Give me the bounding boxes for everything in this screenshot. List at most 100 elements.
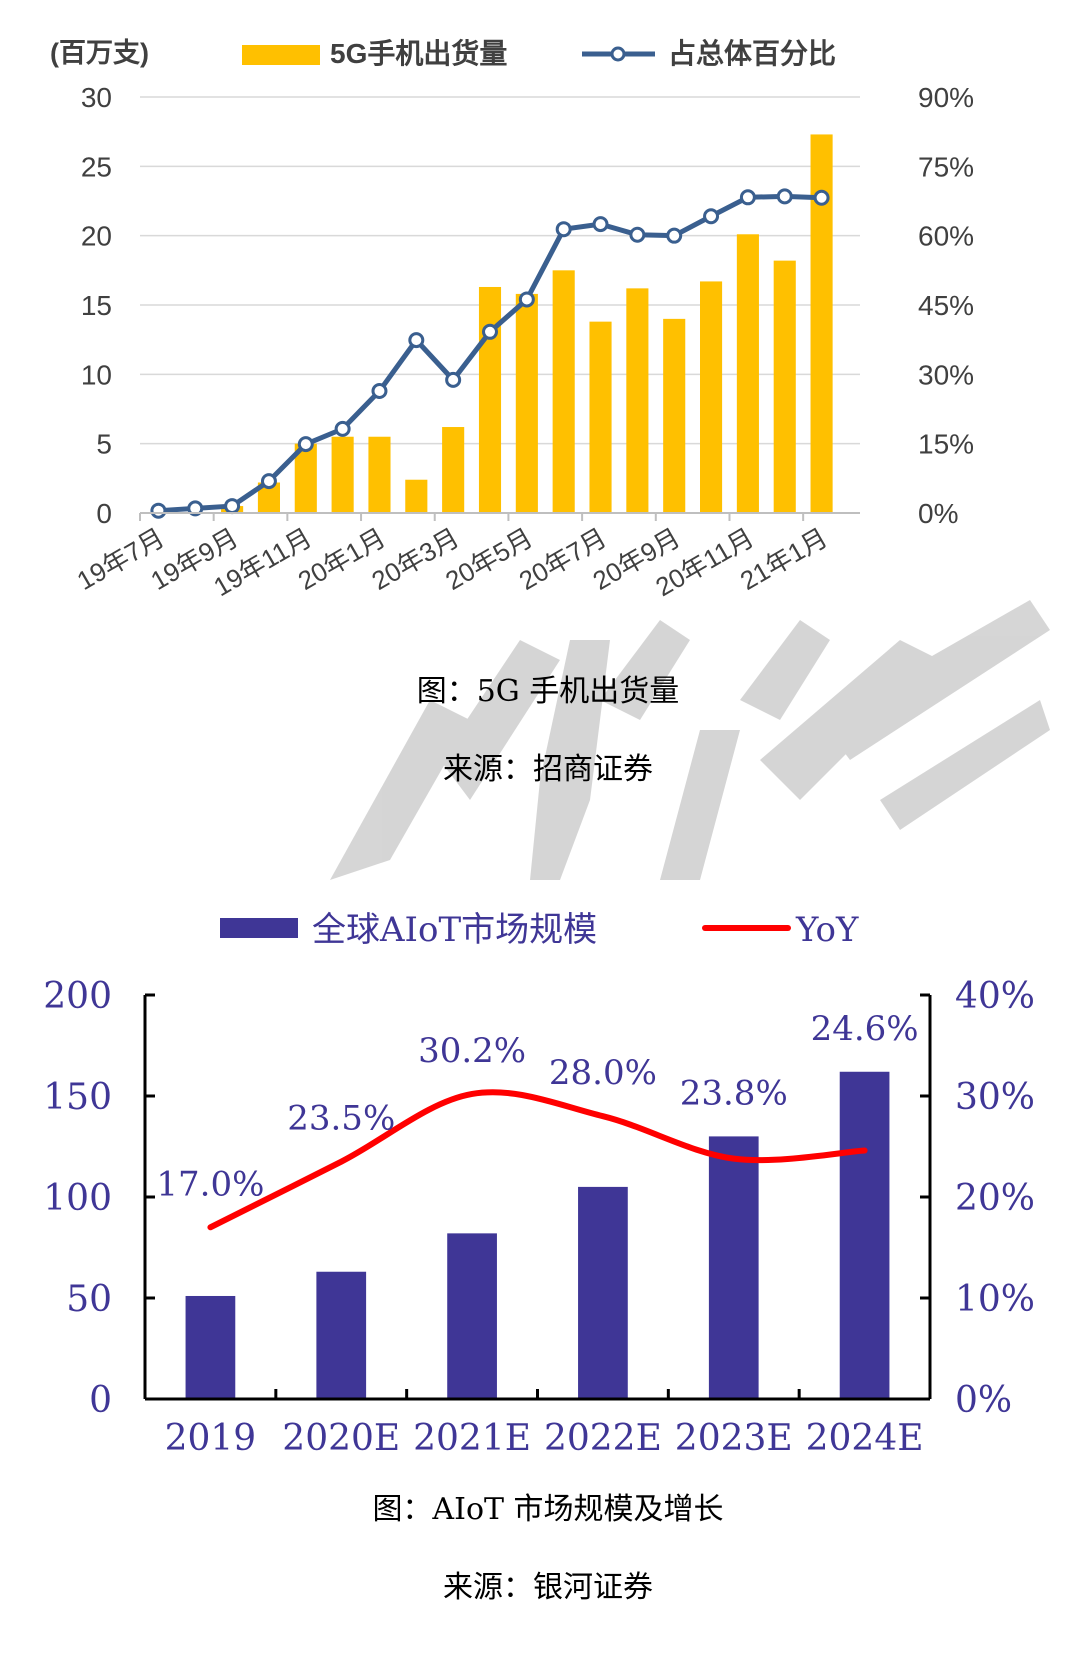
chart2-y2-tick-label: 20% [955, 1178, 1035, 1219]
chart2-bar [316, 1271, 367, 1399]
chart1-bar [442, 427, 465, 513]
legend-bar-label: 5G手机出货量 [330, 37, 507, 69]
chart1-legend: (百万支) 5G手机出货量 占总体百分比 [50, 37, 836, 69]
chart1-bar [736, 234, 759, 513]
chart1-bar [589, 321, 612, 513]
chart1-y-tick-label: 10 [81, 359, 112, 390]
chart2-line [207, 1089, 868, 1231]
chart1-bar [810, 134, 833, 513]
chart1-caption: 图：5G 手机出货量 [417, 674, 680, 709]
legend-bar-swatch [242, 45, 320, 65]
chart1-y-tick-label: 15 [81, 290, 112, 321]
chart2-source: 来源：银河证券 [443, 1570, 653, 1605]
chart1-bar [773, 260, 796, 513]
chart2-y2-tick-label: 10% [955, 1279, 1035, 1320]
chart1-y-tick-label: 30 [81, 82, 112, 113]
chart2-caption: 图：AIoT 市场规模及增长 [372, 1492, 723, 1527]
chart1-line-point [518, 291, 535, 308]
chart1-left-axis: 0 5 10 15 20 25 30 [81, 82, 112, 529]
chart2-y2-tick-label: 0% [955, 1380, 1012, 1421]
chart2-x-tick-label: 2020E [282, 1418, 400, 1459]
chart1-line-point [224, 498, 241, 515]
chart2-bar [185, 1295, 236, 1399]
legend-line-label: YoY [795, 910, 859, 950]
chart2-y2-tick-label: 30% [955, 1077, 1035, 1118]
chart1-y-tick-label: 20 [81, 221, 112, 252]
chart1-line-point [739, 189, 756, 206]
chart2-y-tick-label: 0 [89, 1380, 112, 1421]
chart2-data-label: 23.8% [680, 1073, 788, 1113]
chart1-y2-tick-label: 0% [918, 498, 958, 529]
chart-aiot-market: 17.0% 23.5% 30.2% 28.0% 23.8% 24.6% 0 50 100 150… [43, 910, 1035, 1459]
chart2-x-tick-label: 2021E [413, 1418, 531, 1459]
chart1-line-point [150, 502, 167, 519]
chart2-series-line [207, 1089, 868, 1231]
chart1-y-tick-label: 5 [96, 429, 112, 460]
chart2-legend: 全球AIoT市场规模 YoY [220, 910, 859, 950]
chart1-y2-tick-label: 15% [918, 429, 974, 460]
chart2-data-label: 30.2% [418, 1031, 526, 1071]
chart1-line-point [776, 188, 793, 205]
chart1-line-point [408, 332, 425, 349]
chart1-line-point [260, 473, 277, 490]
chart1-bar [700, 281, 723, 513]
chart2-bar [708, 1136, 759, 1399]
legend-bar-label: 全球AIoT市场规模 [312, 910, 597, 950]
chart1-bar [257, 482, 280, 513]
chart1-unit-label: (百万支) [50, 38, 149, 68]
chart1-line-point [813, 189, 830, 206]
chart1-line-point [482, 323, 498, 340]
chart1-line [150, 188, 830, 519]
chart1-y2-tick-label: 90% [918, 82, 974, 113]
chart1-bar [478, 286, 502, 513]
chart2-y-tick-label: 100 [43, 1178, 112, 1219]
chart2-bar [839, 1071, 890, 1399]
chart1-bar [368, 436, 391, 513]
chart-5g-shipments: 0 5 10 15 20 25 30 0% 15% 30% 45% 60% 75% 90% 19年7月1… [50, 37, 974, 602]
chart1-bars [221, 134, 833, 513]
chart1-line-point [297, 436, 314, 453]
legend-line-label: 占总体百分比 [668, 38, 836, 69]
legend-bar-swatch [220, 918, 298, 938]
chart1-y2-tick-label: 75% [918, 151, 974, 182]
chart1-line-point [334, 420, 351, 437]
chart1-line-point [555, 221, 572, 238]
legend-line-marker [610, 46, 626, 62]
chart2-data-labels: 17.0% 23.5% 30.2% 28.0% 23.8% 24.6% [156, 1009, 918, 1205]
chart1-bar [626, 288, 649, 513]
chart1-line-point [187, 500, 204, 517]
watermark [330, 600, 1050, 880]
chart1-bar [405, 479, 428, 513]
chart2-data-label: 28.0% [549, 1053, 657, 1093]
chart1-bar [552, 270, 575, 513]
chart1-bar [515, 293, 538, 513]
chart2-data-label: 17.0% [156, 1164, 264, 1204]
chart1-line-point [666, 227, 683, 244]
chart2-x-tick-label: 2024E [806, 1418, 924, 1459]
chart1-y2-tick-label: 45% [918, 290, 974, 321]
chart1-bar [294, 443, 317, 513]
chart1-y2-tick-label: 60% [918, 221, 974, 252]
chart2-bar [578, 1186, 628, 1399]
chart1-y2-tick-label: 30% [918, 359, 974, 390]
chart1-bar [331, 436, 354, 513]
chart1-x-axis: 19年7月19年9月19年11月20年1月20年3月20年5月20年7月20年9… [72, 512, 860, 602]
chart1-right-axis: 0% 15% 30% 45% 60% 75% 90% [918, 82, 974, 529]
chart1-y-tick-label: 25 [81, 151, 112, 182]
chart1-line-point [703, 208, 720, 225]
chart2-y-tick-label: 50 [66, 1279, 112, 1320]
chart2-data-label: 24.6% [811, 1009, 919, 1049]
chart2-x-tick-label: 2022E [544, 1418, 662, 1459]
chart2-y2-tick-label: 40% [955, 976, 1035, 1017]
chart1-line-point [371, 382, 388, 399]
chart1-line-point [629, 226, 646, 243]
chart2-y-tick-label: 200 [43, 976, 112, 1017]
chart2-axes: 0 50 100 150 200 0% 10% 20% 30% 40% 2019 2020E 2021E… [43, 976, 1035, 1459]
chart1-bar [663, 318, 686, 513]
chart1-y-tick-label: 0 [96, 498, 112, 529]
chart2-y-tick-label: 150 [43, 1077, 112, 1118]
chart1-line-point [592, 216, 609, 233]
chart2-x-tick-label: 2023E [675, 1418, 793, 1459]
chart2-bars [185, 1071, 890, 1399]
